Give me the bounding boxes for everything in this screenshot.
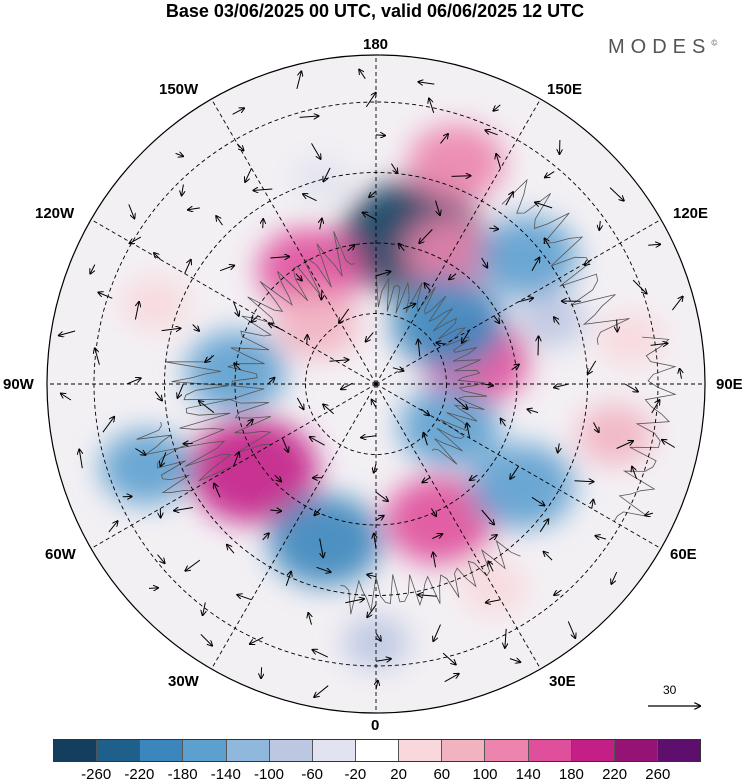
lon-label-150e: 150E — [547, 81, 582, 98]
colorbar-segment — [270, 740, 313, 761]
wind-arrow — [307, 335, 308, 344]
colorbar-segment — [399, 740, 442, 761]
colorbar-segment — [658, 740, 700, 761]
lon-label-90w: 90W — [3, 376, 34, 393]
colorbar-segment — [356, 740, 399, 761]
colorbar-tick-label: 220 — [602, 766, 627, 783]
colorbar-segment — [183, 740, 226, 761]
anomaly-center — [391, 278, 504, 370]
wind-arrow — [149, 588, 158, 589]
wind-arrow — [261, 667, 262, 678]
anomaly-center — [274, 290, 358, 358]
colorbar-tick-label: 60 — [433, 766, 450, 783]
lon-label-60w: 60W — [45, 546, 76, 563]
wind-arrow — [617, 320, 618, 332]
colorbar-tick-label: -140 — [211, 766, 241, 783]
colorbar-segment — [227, 740, 270, 761]
lon-label-180: 180 — [363, 36, 388, 53]
wind-arrow — [321, 290, 322, 299]
lon-label-60e: 60E — [670, 546, 697, 563]
lon-label-120w: 120W — [35, 205, 74, 222]
colorbar-tick-label: 100 — [472, 766, 497, 783]
colorbar-tick-label: -180 — [168, 766, 198, 783]
wind-arrow — [263, 219, 264, 228]
colorbar-segment — [140, 740, 183, 761]
anomaly-center — [577, 404, 653, 465]
wind-arrow — [538, 336, 539, 355]
colorbar-ticks: -260 -220 -180 -140 -100 -60 -20 20 60 100 140 180 2… — [0, 766, 750, 784]
vector-scale-label: 30 — [663, 683, 676, 697]
anomaly-center — [268, 495, 381, 587]
colorbar-tick-label: 180 — [559, 766, 584, 783]
colorbar-segment — [572, 740, 615, 761]
lon-label-120e: 120E — [673, 205, 708, 222]
anomaly-center — [100, 430, 192, 505]
lon-label-90e: 90E — [716, 376, 743, 393]
colorbar-tick-label: -260 — [81, 766, 111, 783]
colorbar-segment — [615, 740, 658, 761]
lon-label-150w: 150W — [159, 81, 198, 98]
colorbar-segment — [442, 740, 485, 761]
colorbar-tick-label: -220 — [124, 766, 154, 783]
lon-label-0: 0 — [371, 717, 379, 734]
colorbar — [53, 739, 701, 762]
wind-arrow — [376, 135, 385, 136]
anomaly-center — [519, 293, 586, 347]
colorbar-tick-label: -60 — [301, 766, 323, 783]
anomaly-center — [408, 124, 505, 202]
colorbar-segment — [97, 740, 140, 761]
colorbar-tick-label: 140 — [516, 766, 541, 783]
colorbar-segment — [54, 740, 97, 761]
anomaly-center — [470, 444, 575, 529]
lon-label-30w: 30W — [168, 673, 199, 690]
colorbar-tick-label: 20 — [390, 766, 407, 783]
wind-arrow — [452, 176, 471, 177]
lon-label-30e: 30E — [549, 673, 576, 690]
colorbar-segment — [485, 740, 528, 761]
colorbar-tick-label: -20 — [345, 766, 367, 783]
colorbar-segment — [529, 740, 572, 761]
colorbar-tick-label: 260 — [645, 766, 670, 783]
colorbar-segment — [313, 740, 356, 761]
colorbar-tick-label: -100 — [254, 766, 284, 783]
anomaly-center — [122, 276, 189, 330]
